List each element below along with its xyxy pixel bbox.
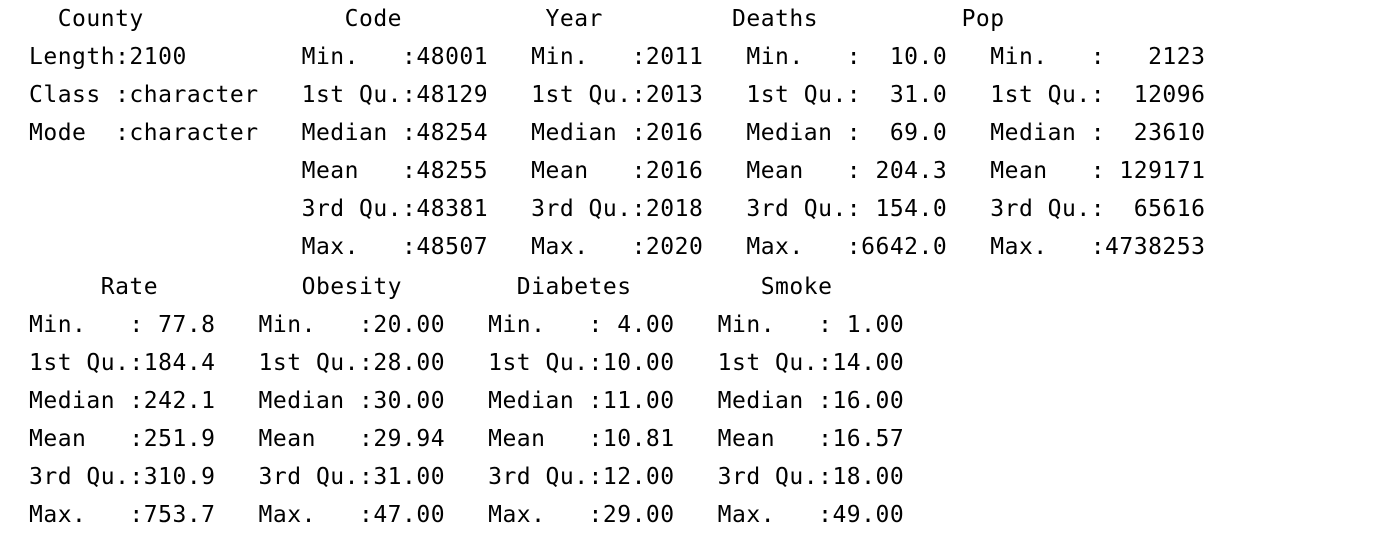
summary-row-line: Max. :753.7 Max. :47.00 Max. :29.00 Max.… [29,502,933,528]
summary-row-line: Mode :character Median :48254 Median :20… [29,120,1235,146]
summary-header-line-1: County Code Year Deaths Pop [29,6,1120,32]
summary-row-line: 3rd Qu.:48381 3rd Qu.:2018 3rd Qu.: 154.… [29,196,1235,222]
summary-row-line: Median :242.1 Median :30.00 Median :11.0… [29,388,933,414]
summary-row-line: Length:2100 Min. :48001 Min. :2011 Min. … [29,44,1235,70]
summary-row-line: Min. : 77.8 Min. :20.00 Min. : 4.00 Min.… [29,312,933,338]
summary-header-line-2: Rate Obesity Diabetes Smoke [29,274,919,300]
summary-row-line: Max. :48507 Max. :2020 Max. :6642.0 Max.… [29,234,1235,260]
summary-row-line: Mean :48255 Mean :2016 Mean : 204.3 Mean… [29,158,1235,184]
summary-row-line: 1st Qu.:184.4 1st Qu.:28.00 1st Qu.:10.0… [29,350,933,376]
summary-row-line: Class :character 1st Qu.:48129 1st Qu.:2… [29,82,1235,108]
summary-row-line: 3rd Qu.:310.9 3rd Qu.:31.00 3rd Qu.:12.0… [29,464,933,490]
summary-row-line: Mean :251.9 Mean :29.94 Mean :10.81 Mean… [29,426,933,452]
